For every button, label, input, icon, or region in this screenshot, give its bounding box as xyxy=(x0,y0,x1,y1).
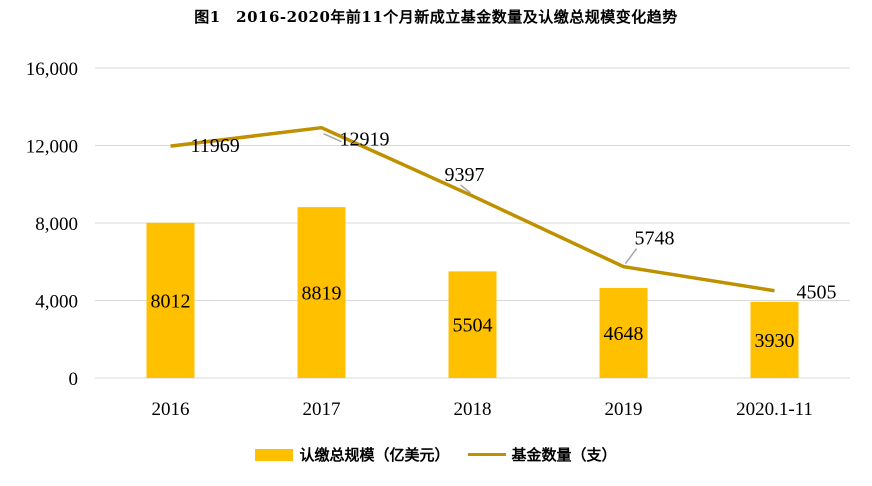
legend-swatch-line xyxy=(467,453,506,456)
leader-line xyxy=(323,133,342,143)
leader-line xyxy=(624,248,638,265)
bar-value-label: 5504 xyxy=(453,315,493,337)
bar-value-label: 8012 xyxy=(151,290,191,312)
y-tick-label: 16,000 xyxy=(26,59,78,80)
bar-value-label: 3930 xyxy=(755,330,795,352)
legend-label-line: 基金数量（支） xyxy=(511,446,617,464)
bar xyxy=(750,301,799,378)
x-tick-label: 2019 xyxy=(605,399,643,420)
bar-value-label: 8819 xyxy=(302,283,342,305)
legend-item-line: 基金数量（支） xyxy=(467,444,617,465)
bar-value-label: 4648 xyxy=(604,323,644,345)
chart-title: 图1 2016-2020年前11个月新成立基金数量及认缴总规模变化趋势 xyxy=(194,8,678,26)
line-value-label: 9397 xyxy=(445,164,485,186)
bar xyxy=(599,287,648,378)
bar xyxy=(448,271,497,378)
legend-swatch-bar xyxy=(255,448,294,461)
x-tick-label: 2018 xyxy=(454,399,492,420)
y-tick-label: 8,000 xyxy=(35,214,78,235)
y-tick-label: 0 xyxy=(69,369,79,390)
line-series xyxy=(170,125,775,293)
legend-item-bar: 认缴总规模（亿美元） xyxy=(255,444,450,465)
leader-line xyxy=(460,184,471,194)
x-tick-label: 2016 xyxy=(152,399,190,420)
bar xyxy=(146,222,195,378)
line-value-label: 11969 xyxy=(191,135,240,157)
line-value-label: 4505 xyxy=(797,282,837,304)
y-tick-label: 12,000 xyxy=(26,137,78,158)
y-tick-label: 4,000 xyxy=(35,292,78,313)
x-tick-label: 2020.1-11 xyxy=(736,399,813,420)
bar xyxy=(297,207,346,378)
x-tick-label: 2017 xyxy=(303,399,341,420)
line-value-label: 12919 xyxy=(340,129,390,151)
legend: 认缴总规模（亿美元） 基金数量（支） xyxy=(0,444,872,465)
legend-label-bar: 认缴总规模（亿美元） xyxy=(299,446,450,464)
line-value-label: 5748 xyxy=(635,228,675,250)
